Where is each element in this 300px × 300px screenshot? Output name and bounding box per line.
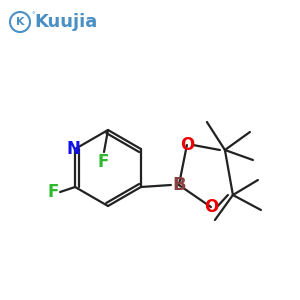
Text: F: F bbox=[47, 183, 59, 201]
Text: O: O bbox=[180, 136, 194, 154]
Text: °: ° bbox=[31, 12, 34, 18]
Text: F: F bbox=[97, 153, 109, 171]
Text: N: N bbox=[66, 140, 80, 158]
Text: O: O bbox=[204, 198, 218, 216]
Text: K: K bbox=[16, 17, 24, 27]
Text: B: B bbox=[172, 176, 186, 194]
Text: Kuujia: Kuujia bbox=[34, 13, 97, 31]
